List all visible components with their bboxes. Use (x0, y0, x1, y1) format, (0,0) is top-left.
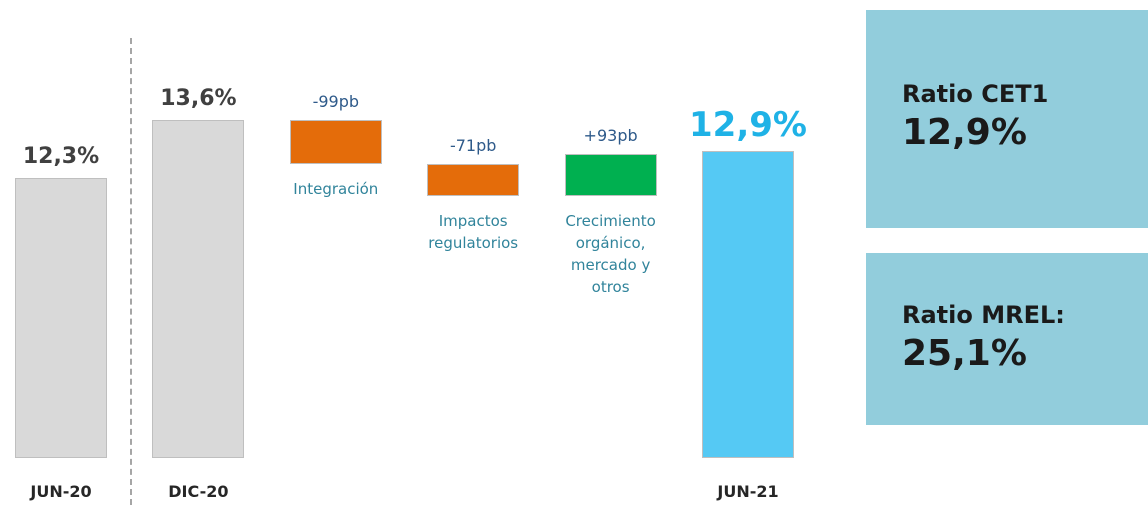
panel-value: 25,1% (902, 333, 1027, 374)
category-label: Integración (293, 180, 379, 199)
panel-label: Ratio MREL: (902, 301, 1065, 329)
x-tick-label: DIC-20 (168, 482, 229, 501)
panel: Ratio CET1 12,9% (866, 10, 1148, 228)
bar (15, 177, 107, 458)
category-label: Crecimiento orgánico, mercado y otros (565, 211, 656, 296)
bar (289, 120, 382, 165)
divider (130, 38, 132, 505)
value-label: 12,9% (689, 105, 807, 146)
bar (702, 151, 794, 458)
bar (564, 154, 657, 196)
panel-value: 12,9% (902, 112, 1027, 153)
value-label: 13,6% (160, 86, 237, 112)
value-label: 12,3% (22, 143, 100, 169)
x-tick-label: JUN-21 (717, 482, 779, 501)
bar (427, 164, 520, 196)
panel: Ratio MREL: 25,1% (866, 253, 1148, 425)
category-label: Impactos regulatorios (428, 211, 519, 252)
bar (152, 120, 245, 458)
value-label: +93pb (583, 126, 638, 146)
x-tick-label: JUN-20 (30, 482, 92, 501)
value-label: -71pb (449, 136, 497, 156)
value-label: -99pb (312, 92, 360, 112)
panel-label: Ratio CET1 (902, 80, 1049, 108)
